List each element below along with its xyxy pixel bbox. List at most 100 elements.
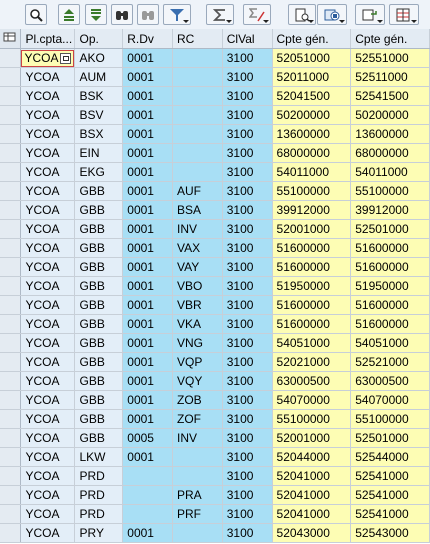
row-selector[interactable] [0, 409, 22, 429]
table-cell[interactable] [172, 67, 223, 87]
table-cell[interactable]: 51600000 [272, 238, 352, 258]
table-cell[interactable]: PRY [74, 523, 124, 543]
table-cell[interactable]: GBB [74, 428, 124, 448]
table-cell[interactable]: 52001000 [272, 219, 352, 239]
table-cell[interactable]: 3100 [222, 67, 273, 87]
table-cell[interactable]: 3100 [222, 333, 273, 353]
table-cell[interactable]: YCOA [20, 523, 76, 543]
table-cell[interactable]: 0005 [122, 428, 174, 448]
print-preview-button[interactable] [288, 4, 316, 25]
row-selector[interactable] [0, 67, 22, 87]
table-cell[interactable]: 3100 [222, 238, 273, 258]
table-cell[interactable]: 51600000 [350, 238, 430, 258]
row-selector[interactable] [0, 257, 22, 277]
column-header[interactable]: ClVal [222, 29, 273, 49]
row-selector[interactable] [0, 333, 22, 353]
find-next-button[interactable] [137, 4, 159, 25]
table-cell[interactable] [172, 143, 223, 163]
table-cell[interactable]: 0001 [122, 200, 174, 220]
table-cell[interactable]: 0001 [122, 371, 174, 391]
sort-ascending-button[interactable] [58, 4, 80, 25]
sort-descending-button[interactable] [85, 4, 107, 25]
table-cell[interactable]: PRA [172, 485, 223, 505]
row-selector[interactable] [0, 314, 22, 334]
table-cell[interactable]: VBR [172, 295, 223, 315]
table-cell[interactable]: 0001 [122, 48, 174, 68]
table-cell[interactable]: 3100 [222, 276, 273, 296]
table-cell[interactable] [172, 447, 223, 467]
table-cell[interactable]: GBB [74, 257, 124, 277]
table-cell[interactable]: 0001 [122, 67, 174, 87]
table-cell[interactable]: YCOA [20, 67, 76, 87]
column-header[interactable]: Cpte gén. [272, 29, 352, 49]
table-cell[interactable]: BSK [74, 86, 124, 106]
table-cell[interactable]: BSA [172, 200, 223, 220]
table-cell[interactable]: 0001 [122, 181, 174, 201]
table-cell[interactable]: 0001 [122, 219, 174, 239]
table-cell[interactable]: 63000500 [350, 371, 430, 391]
table-cell[interactable]: VKA [172, 314, 223, 334]
table-cell[interactable]: 54070000 [350, 390, 430, 410]
table-cell[interactable]: 50200000 [350, 105, 430, 125]
table-cell[interactable]: 0001 [122, 314, 174, 334]
table-cell[interactable]: PRD [74, 504, 124, 524]
table-cell[interactable]: 52551000 [350, 48, 430, 68]
table-cell[interactable]: 51600000 [272, 295, 352, 315]
table-cell[interactable] [122, 504, 174, 524]
table-cell[interactable]: LKW [74, 447, 124, 467]
table-cell[interactable]: GBB [74, 181, 124, 201]
table-cell[interactable]: 3100 [222, 352, 273, 372]
table-cell[interactable] [172, 86, 223, 106]
table-cell[interactable]: YCOA [20, 333, 76, 353]
filter-button[interactable] [163, 4, 191, 25]
table-cell[interactable]: 52041000 [272, 466, 352, 486]
column-header[interactable]: Op. [74, 29, 124, 49]
table-cell[interactable]: AUM [74, 67, 124, 87]
table-cell[interactable]: YCOA [20, 466, 76, 486]
table-cell[interactable]: 55100000 [350, 409, 430, 429]
table-cell[interactable]: YCOA [20, 352, 76, 372]
column-header[interactable]: Cpte gén. [350, 29, 430, 49]
table-cell[interactable]: 50200000 [272, 105, 352, 125]
table-cell[interactable]: YCOA [20, 105, 76, 125]
row-selector[interactable] [0, 124, 22, 144]
details-button[interactable] [25, 4, 47, 25]
table-cell[interactable]: ZOB [172, 390, 223, 410]
row-selector[interactable] [0, 181, 22, 201]
table-cell[interactable]: 63000500 [272, 371, 352, 391]
table-cell[interactable]: 3100 [222, 466, 273, 486]
table-cell[interactable]: 52011000 [272, 67, 352, 87]
table-cell[interactable]: YCOA [20, 371, 76, 391]
table-cell[interactable]: 55100000 [272, 409, 352, 429]
table-cell[interactable]: 0001 [122, 143, 174, 163]
table-cell[interactable]: 0001 [122, 86, 174, 106]
table-cell[interactable]: 3100 [222, 219, 273, 239]
table-cell[interactable]: 39912000 [272, 200, 352, 220]
table-cell[interactable]: YCOA [20, 314, 76, 334]
table-cell[interactable]: ZOF [172, 409, 223, 429]
table-cell[interactable]: YCOA [20, 124, 76, 144]
table-cell[interactable]: YCOA [20, 295, 76, 315]
table-cell[interactable]: 3100 [222, 295, 273, 315]
table-cell[interactable]: 3100 [222, 523, 273, 543]
table-cell[interactable]: YCOA [20, 409, 76, 429]
table-cell[interactable]: 3100 [222, 314, 273, 334]
table-cell[interactable]: VAY [172, 257, 223, 277]
table-cell[interactable]: 3100 [222, 447, 273, 467]
table-cell[interactable]: YCOA [20, 86, 76, 106]
table-cell[interactable]: YCOA [20, 48, 76, 68]
table-cell[interactable]: INV [172, 219, 223, 239]
table-cell[interactable]: EIN [74, 143, 124, 163]
table-cell[interactable]: 68000000 [272, 143, 352, 163]
total-button[interactable] [206, 4, 234, 25]
table-cell[interactable]: 52541000 [350, 504, 430, 524]
table-cell[interactable]: GBB [74, 295, 124, 315]
table-cell[interactable]: 13600000 [272, 124, 352, 144]
table-cell[interactable]: VNG [172, 333, 223, 353]
table-cell[interactable]: 0001 [122, 295, 174, 315]
table-cell[interactable]: 13600000 [350, 124, 430, 144]
table-cell[interactable]: 51600000 [350, 257, 430, 277]
column-header[interactable]: Pl.cpta... [20, 29, 76, 49]
row-selector[interactable] [0, 371, 22, 391]
table-cell[interactable] [172, 105, 223, 125]
